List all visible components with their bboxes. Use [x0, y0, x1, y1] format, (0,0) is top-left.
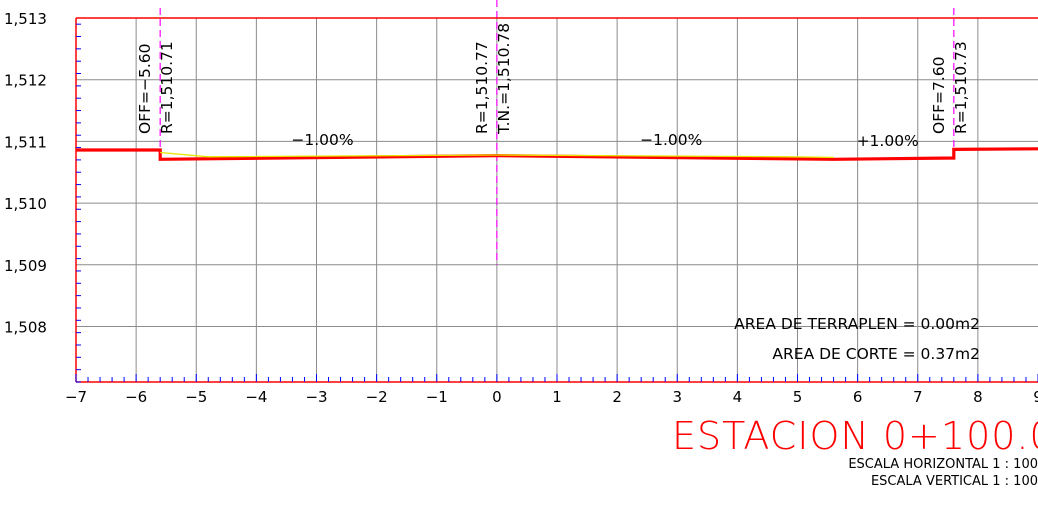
existing-ground-line [160, 151, 834, 159]
area-terraplen-note: AREA DE TERRAPLEN = 0.00m2 [734, 315, 980, 333]
x-tick-label: −2 [366, 388, 388, 406]
x-tick-label: −5 [185, 388, 207, 406]
marker-label: R=1,510.77 [473, 41, 491, 134]
x-tick-label: 1 [552, 388, 562, 406]
marker-label: OFF=−5.60 [136, 43, 154, 134]
vertical-scale-note: ESCALA VERTICAL 1 : 100 [871, 474, 1038, 489]
x-tick-label: 2 [612, 388, 622, 406]
axes [75, 17, 1038, 383]
x-tick-label: 4 [733, 388, 743, 406]
grid [76, 18, 1038, 382]
x-tick-label: −6 [125, 388, 147, 406]
x-tick-label: 9 [1033, 388, 1038, 406]
x-tick-label: −1 [426, 388, 448, 406]
slope-label: −1.00% [640, 131, 702, 149]
x-tick-label: 5 [793, 388, 803, 406]
x-tick-label: 8 [973, 388, 983, 406]
x-tick-label: −7 [65, 388, 87, 406]
slope-labels: −1.00% −1.00% +1.00% [291, 131, 918, 150]
marker-label: R=1,510.73 [952, 41, 970, 134]
y-tick-label: 1,510 [4, 195, 47, 213]
vertical-markers [159, 0, 955, 265]
marker-label: OFF=7.60 [930, 56, 948, 134]
y-tick-labels: 1,508 1,509 1,510 1,511 1,512 1,513 [4, 10, 47, 336]
y-tick-label: 1,508 [4, 318, 47, 336]
finished-grade-line [76, 147, 1038, 161]
x-tick-label: −3 [305, 388, 327, 406]
y-tick-label: 1,513 [4, 10, 47, 28]
x-tick-label: 7 [913, 388, 923, 406]
profile-lines [76, 147, 1038, 161]
marker-label: R=1,510.71 [158, 41, 176, 134]
y-tick-label: 1,511 [4, 133, 47, 151]
y-tick-label: 1,509 [4, 257, 47, 275]
x-tick-label: −4 [245, 388, 267, 406]
area-corte-note: AREA DE CORTE = 0.37m2 [772, 345, 980, 363]
x-tick-label: 0 [492, 388, 502, 406]
slope-label: +1.00% [857, 132, 919, 150]
horizontal-scale-note: ESCALA HORIZONTAL 1 : 100 [848, 457, 1038, 472]
x-tick-labels: −7 −6 −5 −4 −3 −2 −1 0 1 2 3 4 5 6 7 8 9 [65, 388, 1038, 406]
station-title: ESTACION 0+100.00 [672, 414, 1038, 458]
x-tick-label: 6 [853, 388, 863, 406]
marker-labels: OFF=−5.60 R=1,510.71 R=1,510.77 T.N.=1,510.… [136, 23, 970, 135]
marker-label: T.N.=1,510.78 [495, 23, 513, 135]
slope-label: −1.00% [291, 131, 353, 149]
x-tick-label: 3 [672, 388, 682, 406]
y-tick-label: 1,512 [4, 72, 47, 90]
